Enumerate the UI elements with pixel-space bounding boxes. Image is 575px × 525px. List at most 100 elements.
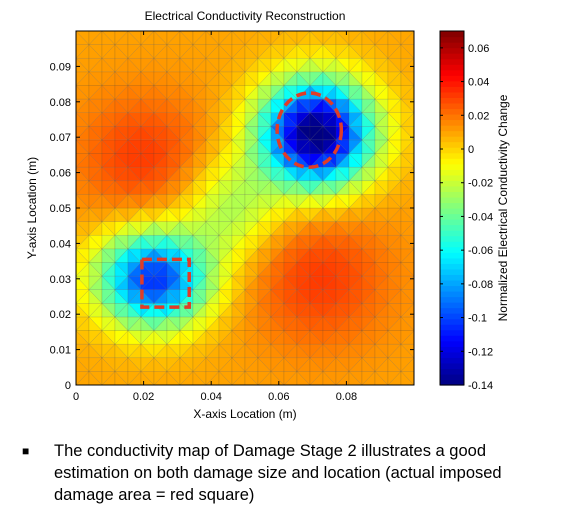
bullet-icon: ■ bbox=[22, 444, 30, 458]
colorbar-segment bbox=[440, 75, 464, 82]
map-cell bbox=[387, 57, 402, 73]
map-cell bbox=[348, 234, 363, 250]
map-cell bbox=[127, 275, 142, 290]
damage-circle bbox=[275, 91, 344, 170]
map-cell bbox=[101, 275, 116, 290]
map-cell bbox=[257, 275, 272, 290]
colorbar-segment bbox=[440, 373, 464, 381]
colorbar bbox=[439, 30, 465, 386]
colorbar-segment bbox=[440, 224, 464, 231]
map-cell bbox=[231, 57, 246, 73]
map-cell bbox=[88, 180, 103, 195]
map-cell bbox=[322, 234, 337, 250]
map-cell bbox=[400, 234, 415, 250]
map-cell bbox=[205, 57, 220, 73]
map-cell bbox=[257, 57, 272, 73]
colorbar-tick-label: -0.08 bbox=[468, 279, 493, 291]
map-cell bbox=[322, 180, 337, 195]
colorbar-segment bbox=[440, 263, 464, 270]
colorbar-segment bbox=[440, 335, 464, 342]
map-cell bbox=[179, 84, 194, 100]
map-cell bbox=[335, 84, 350, 100]
colorbar-tick-label: -0.02 bbox=[468, 178, 493, 190]
map-cell bbox=[335, 57, 350, 73]
map-cell bbox=[374, 180, 389, 195]
colorbar-tick-label: 0.02 bbox=[468, 110, 489, 122]
colorbar-segment bbox=[440, 31, 464, 38]
map-cell bbox=[166, 180, 181, 195]
map-cell bbox=[192, 234, 207, 250]
map-cell bbox=[192, 152, 207, 168]
colorbar-segment bbox=[440, 252, 464, 259]
map-cell bbox=[244, 234, 259, 250]
map-cell bbox=[179, 357, 194, 372]
map-cell bbox=[114, 234, 129, 250]
map-cell bbox=[270, 152, 285, 168]
colorbar-segment bbox=[440, 318, 464, 325]
colorbar-segment bbox=[440, 152, 464, 159]
map-cell bbox=[270, 180, 285, 195]
colorbar-tick-label: 0.06 bbox=[468, 43, 489, 55]
map-cell bbox=[309, 57, 324, 73]
map-cell bbox=[153, 275, 168, 290]
map-cell bbox=[101, 57, 116, 73]
colorbar-segment bbox=[440, 147, 464, 154]
map-cell bbox=[101, 84, 116, 100]
colorbar-segment bbox=[440, 346, 464, 353]
map-cell bbox=[400, 152, 415, 168]
colorbar-tick-label: -0.06 bbox=[468, 245, 493, 257]
y-tick-label: 0.04 bbox=[50, 238, 71, 250]
chart-title: Electrical Conductivity Reconstruction bbox=[145, 9, 346, 23]
x-axis: 0 0.02 0.04 0.06 0.08 bbox=[73, 31, 357, 403]
colorbar-segment bbox=[440, 379, 464, 386]
colorbar-segment bbox=[440, 42, 464, 49]
colorbar-segment bbox=[440, 340, 464, 347]
map-cell bbox=[166, 234, 181, 250]
colorbar-segment bbox=[440, 279, 464, 287]
map-cell bbox=[101, 357, 116, 372]
map-cell bbox=[244, 152, 259, 168]
map-cell bbox=[179, 275, 194, 290]
colorbar-segment bbox=[440, 208, 464, 215]
map-cell bbox=[127, 357, 142, 372]
y-tick-label: 0.09 bbox=[50, 61, 71, 73]
colorbar-segment bbox=[440, 290, 464, 298]
colorbar-tick-label: 0.04 bbox=[468, 77, 489, 89]
map-cell bbox=[179, 57, 194, 73]
map-cell bbox=[218, 180, 233, 195]
map-cell bbox=[231, 275, 246, 290]
map-cell bbox=[205, 84, 220, 100]
map-cell bbox=[218, 152, 233, 168]
map-cell bbox=[374, 152, 389, 168]
map-cell bbox=[361, 357, 376, 372]
x-tick-label: 0 bbox=[73, 391, 79, 403]
y-tick-label: 0 bbox=[65, 380, 71, 392]
colorbar-segment bbox=[440, 108, 464, 115]
colorbar-segment bbox=[440, 141, 464, 148]
y-axis: 0 0.01 0.02 0.03 0.04 0.05 0.06 0.07 0.08 0.09 bbox=[50, 61, 414, 392]
map-cell bbox=[387, 357, 402, 372]
map-cell bbox=[387, 84, 402, 100]
map-cell bbox=[257, 357, 272, 372]
colorbar-tick-label: 0 bbox=[468, 144, 474, 156]
colorbar-segment bbox=[440, 368, 464, 375]
colorbar-segment bbox=[440, 158, 464, 165]
colorbar-tick-label: -0.14 bbox=[468, 380, 493, 392]
map-cell bbox=[283, 275, 298, 290]
map-cell bbox=[114, 152, 129, 168]
map-cell bbox=[140, 152, 155, 168]
colorbar-segment bbox=[440, 324, 464, 331]
colorbar-segment bbox=[440, 329, 464, 336]
colorbar-tick-label: -0.12 bbox=[468, 346, 493, 358]
colorbar-segment bbox=[440, 58, 464, 65]
colorbar-frame bbox=[439, 30, 465, 386]
x-tick-label: 0.06 bbox=[268, 391, 289, 403]
colorbar-segment bbox=[440, 130, 464, 137]
colorbar-segment bbox=[440, 307, 464, 314]
map-cell bbox=[348, 152, 363, 168]
colorbar-segment bbox=[440, 274, 464, 281]
colorbar-segment bbox=[440, 125, 464, 132]
colorbar-segment bbox=[440, 196, 464, 204]
colorbar-segment bbox=[440, 246, 464, 253]
map-cell bbox=[88, 234, 103, 250]
